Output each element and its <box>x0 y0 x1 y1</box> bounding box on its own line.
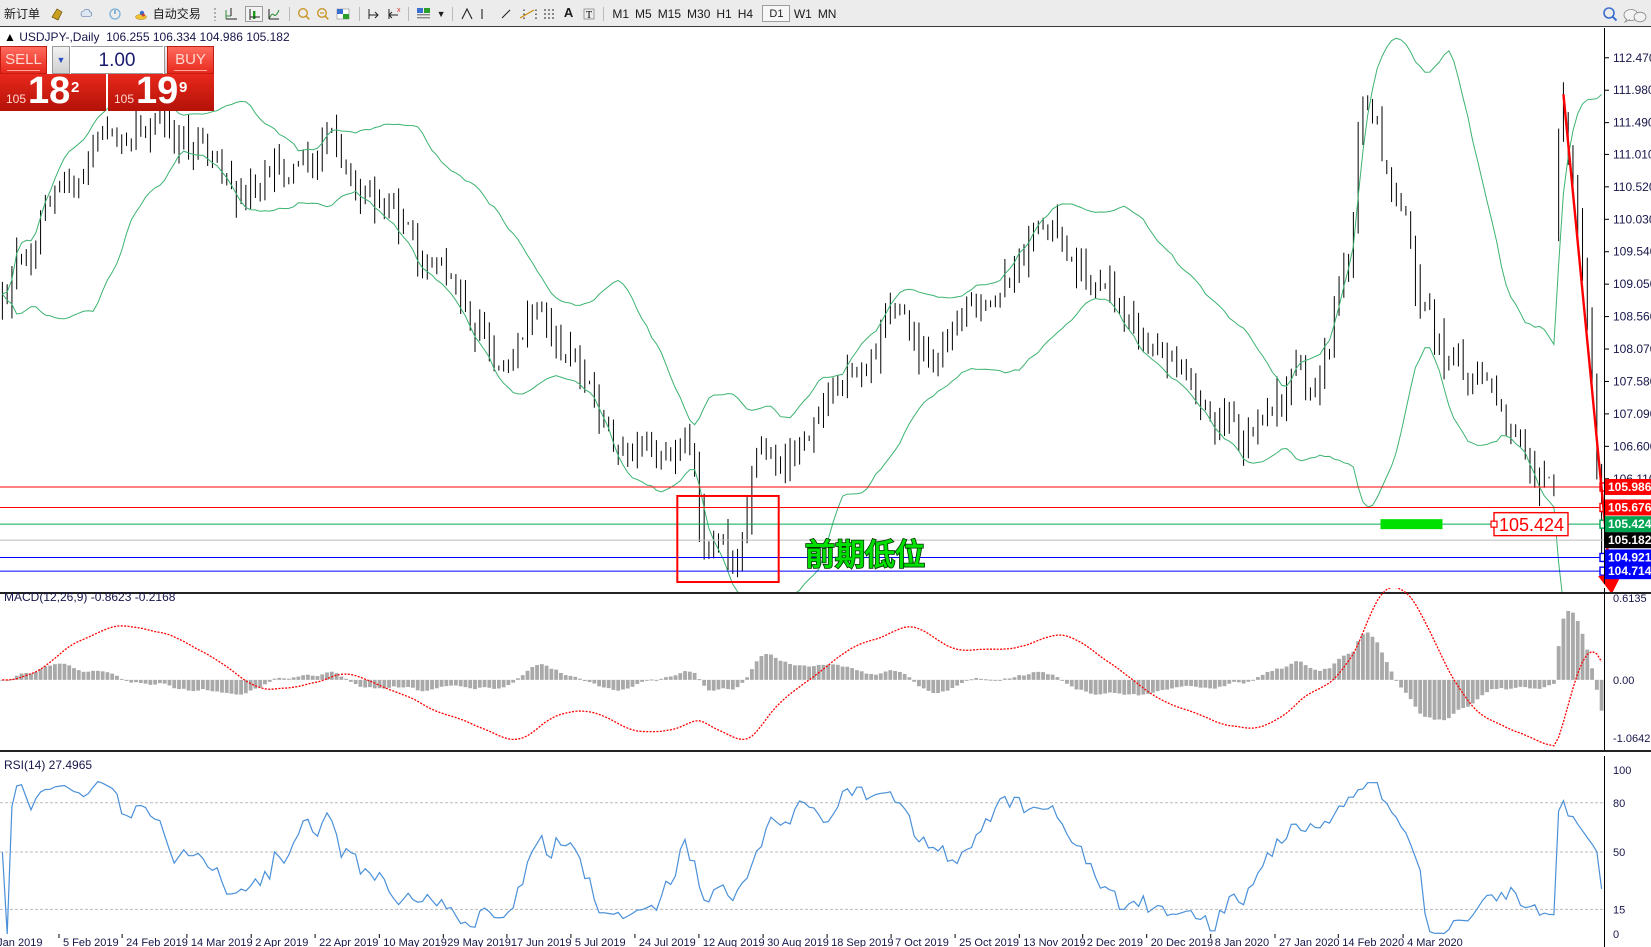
svg-text:105.424: 105.424 <box>1499 515 1564 535</box>
svg-text:30 Aug 2019: 30 Aug 2019 <box>767 937 829 947</box>
svg-text:108.070: 108.070 <box>1613 342 1651 356</box>
svg-text:107.090: 107.090 <box>1613 407 1651 421</box>
svg-text:105.424: 105.424 <box>1608 517 1651 531</box>
svg-text:12 Aug 2019: 12 Aug 2019 <box>703 937 765 947</box>
svg-text:18 Sep 2019: 18 Sep 2019 <box>831 937 893 947</box>
svg-text:29 May 2019: 29 May 2019 <box>447 937 511 947</box>
svg-text:前期低位: 前期低位 <box>805 538 925 572</box>
svg-text:20 Dec 2019: 20 Dec 2019 <box>1151 937 1213 947</box>
svg-text:x: x <box>397 7 401 14</box>
svg-text:17 Jun 2019: 17 Jun 2019 <box>511 937 572 947</box>
svg-text:5 Jul 2019: 5 Jul 2019 <box>575 937 626 947</box>
svg-text:14 Feb 2020: 14 Feb 2020 <box>1342 937 1404 947</box>
svg-text:0: 0 <box>1613 929 1619 941</box>
svg-text:5 Feb 2019: 5 Feb 2019 <box>63 937 119 947</box>
svg-text:108.560: 108.560 <box>1613 310 1651 324</box>
svg-text:25 Oct 2019: 25 Oct 2019 <box>959 937 1019 947</box>
svg-text:111.490: 111.490 <box>1613 116 1651 130</box>
svg-text:13 Nov 2019: 13 Nov 2019 <box>1023 937 1085 947</box>
svg-text:-1.0642: -1.0642 <box>1613 733 1650 745</box>
svg-text:22 Apr 2019: 22 Apr 2019 <box>319 937 378 947</box>
svg-text:112.470: 112.470 <box>1613 51 1651 65</box>
svg-text:15: 15 <box>1613 904 1625 916</box>
svg-text:2 Apr 2019: 2 Apr 2019 <box>255 937 308 947</box>
svg-text:111.980: 111.980 <box>1613 83 1651 97</box>
svg-text:24 Feb 2019: 24 Feb 2019 <box>126 937 188 947</box>
svg-text:24 Jul 2019: 24 Jul 2019 <box>639 937 696 947</box>
svg-text:0.00: 0.00 <box>1613 675 1634 687</box>
svg-text:110.520: 110.520 <box>1613 180 1651 194</box>
svg-text:4 Mar 2020: 4 Mar 2020 <box>1407 937 1463 947</box>
svg-text:27 Jan 2020: 27 Jan 2020 <box>1279 937 1340 947</box>
svg-text:109.050: 109.050 <box>1613 277 1651 291</box>
svg-text:8 Jan 2020: 8 Jan 2020 <box>1215 937 1269 947</box>
svg-text:50: 50 <box>1613 847 1625 859</box>
svg-text:2 Dec 2019: 2 Dec 2019 <box>1087 937 1143 947</box>
svg-text:7 Oct 2019: 7 Oct 2019 <box>895 937 949 947</box>
svg-text:7 Jan 2019: 7 Jan 2019 <box>0 937 42 947</box>
svg-text:105.676: 105.676 <box>1608 500 1651 514</box>
svg-text:107.580: 107.580 <box>1613 374 1651 388</box>
svg-text:10 May 2019: 10 May 2019 <box>383 937 447 947</box>
svg-text:80: 80 <box>1613 798 1625 810</box>
svg-text:100: 100 <box>1613 765 1631 777</box>
svg-text:109.540: 109.540 <box>1613 245 1651 259</box>
svg-text:106.600: 106.600 <box>1613 439 1651 453</box>
svg-text:104.714: 104.714 <box>1608 564 1651 578</box>
svg-text:T: T <box>586 10 592 21</box>
svg-text:104.921: 104.921 <box>1608 550 1651 564</box>
svg-text:14 Mar 2019: 14 Mar 2019 <box>191 937 253 947</box>
svg-text:110.030: 110.030 <box>1613 212 1651 226</box>
svg-text:105.182: 105.182 <box>1608 533 1651 547</box>
svg-text:111.010: 111.010 <box>1613 147 1651 161</box>
svg-text:105.986: 105.986 <box>1608 480 1651 494</box>
svg-text:0.6135: 0.6135 <box>1613 593 1647 605</box>
